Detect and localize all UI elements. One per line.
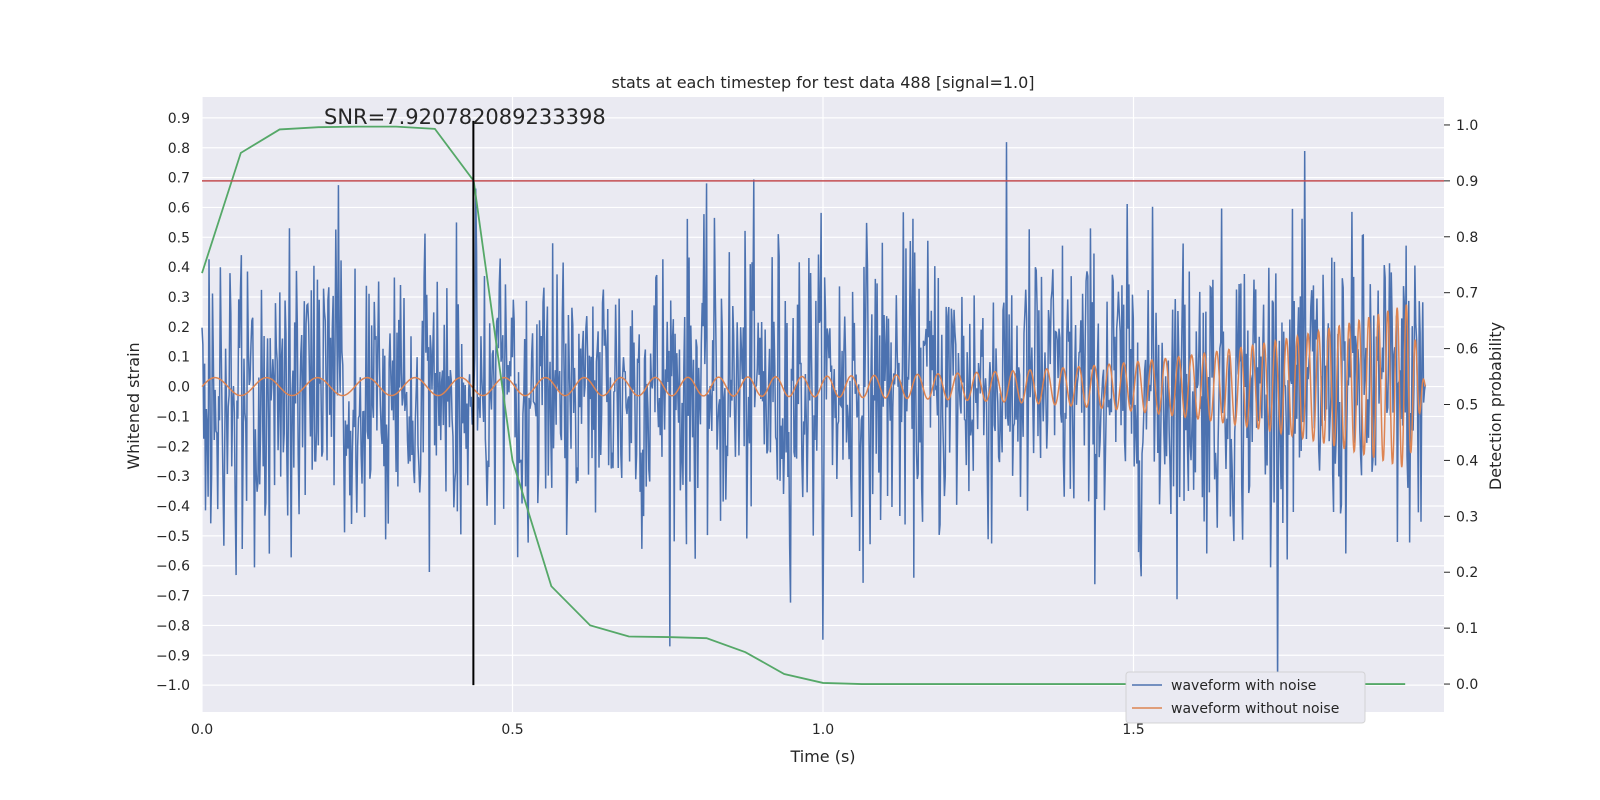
y2-tick-label: 0.7: [1456, 286, 1478, 302]
series-layer: [201, 142, 1427, 686]
y-tick-label: −1.0: [156, 678, 190, 694]
series-detection-probability: [201, 125, 1406, 685]
snr-annotation: SNR=7.920782089233398: [324, 105, 606, 129]
y2-tick-label: 0.8: [1456, 230, 1478, 246]
y2-tick-label: 0.5: [1456, 398, 1478, 414]
y-tick-label: 0.9: [168, 111, 190, 127]
legend-label-noise: waveform with noise: [1171, 678, 1316, 694]
y-axis-label: Whitened strain: [124, 342, 143, 469]
y-tick-label: 0.3: [168, 290, 190, 306]
y2-tick-label: 0.3: [1456, 509, 1478, 525]
y-tick-label: −0.2: [156, 439, 190, 455]
y-tick-label: −0.5: [156, 529, 190, 545]
y-tick-label: 0.4: [168, 260, 190, 276]
series-waveform-with-noise: [201, 142, 1427, 686]
y-tick-label: 0.2: [168, 320, 190, 336]
x-axis-label: Time (s): [789, 747, 855, 766]
chart-title: stats at each timestep for test data 488…: [611, 73, 1034, 92]
y2-tick-label: 0.9: [1456, 174, 1478, 190]
x-tick-label: 0.5: [501, 722, 523, 738]
y2-tick-label: 0.1: [1456, 621, 1478, 637]
y2-tick-label: 0.4: [1456, 453, 1478, 469]
y-tick-label: 0.0: [168, 380, 190, 396]
y-tick-label: −0.9: [156, 648, 190, 664]
axes-layer: 0.0 0.5 1.0 1.5 0.9 0.8 0.7 0.6 0.5 0.4 0.3 0.2 0.1 0…: [156, 111, 1478, 738]
y-tick-label: 0.7: [168, 171, 190, 187]
y-tick-label: −0.1: [156, 409, 190, 425]
y-tick-label: −0.6: [156, 559, 190, 575]
y-tick-label: −0.4: [156, 499, 190, 515]
y-tick-label: 0.6: [168, 200, 190, 216]
legend-box: [1125, 671, 1366, 724]
y-tick-label: 0.5: [168, 230, 190, 246]
y-tick-label: −0.8: [156, 618, 190, 634]
x-tick-label: 1.5: [1122, 722, 1144, 738]
y-tick-label: 0.8: [168, 141, 190, 157]
series-waveform-without-noise: [201, 304, 1427, 468]
y2-tick-label: 1.0: [1456, 118, 1478, 134]
y2-tick-label: 0.0: [1456, 677, 1478, 693]
legend-label-clean: waveform without noise: [1171, 701, 1339, 717]
y2-tick-label: 0.6: [1456, 342, 1478, 358]
y2-axis-label: Detection probability: [1486, 322, 1505, 490]
x-tick-label: 1.0: [812, 722, 834, 738]
legend: waveform with noise waveform without noi…: [1125, 671, 1366, 724]
overlay-layer: [201, 120, 1444, 686]
y-tick-label: −0.7: [156, 589, 190, 605]
x-tick-label: 0.0: [191, 722, 213, 738]
y-tick-label: 0.1: [168, 350, 190, 366]
y-tick-label: −0.3: [156, 469, 190, 485]
y2-tick-label: 0.2: [1456, 565, 1478, 581]
